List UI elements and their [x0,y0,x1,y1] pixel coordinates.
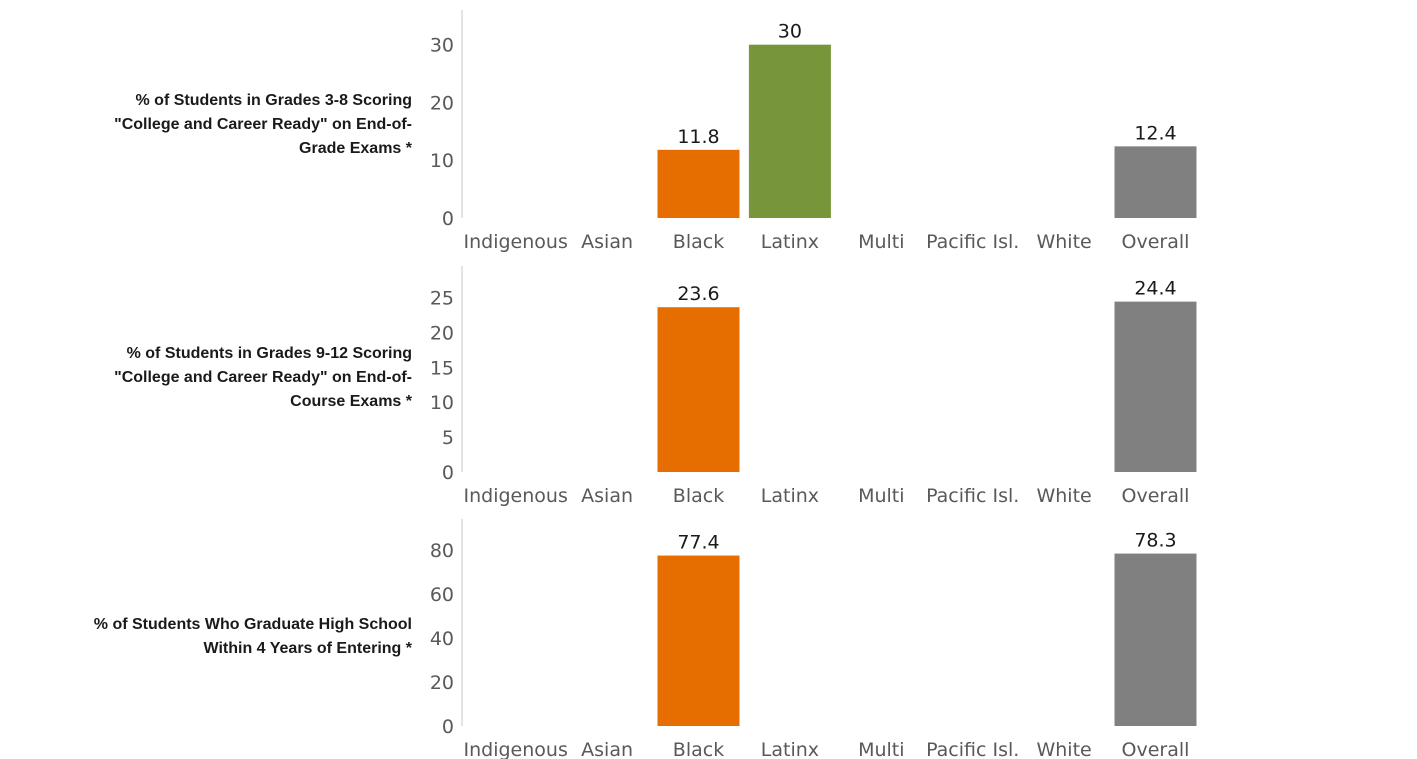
chart-panel-1: % of Students in Grades 3-8 Scoring "Col… [0,0,1417,256]
category-label: Pacific Isl. [926,231,1019,253]
category-label: Latinx [761,231,819,253]
chart-3-label: % of Students Who Graduate High School W… [93,616,412,657]
data-label: 11.8 [677,126,719,148]
category-label: Asian [581,231,633,253]
y-tick-label: 0 [442,716,454,738]
category-label: Indigenous [464,231,568,253]
category-label: Overall [1122,231,1190,253]
data-label: 78.3 [1134,530,1176,552]
chart-1: 0 10 20 30 Indigenous Asian 11.8 Black 30 Latinx M… [430,10,1197,253]
data-label: 23.6 [677,283,719,305]
y-tick-label: 0 [442,462,454,484]
data-label: 30 [778,21,802,43]
category-label: Latinx [761,485,819,507]
y-tick-label: 25 [430,287,454,309]
chart-panel-2: % of Students in Grades 9-12 Scoring "Co… [0,256,1417,512]
bar-black [657,149,740,218]
y-tick-label: 0 [442,208,454,230]
y-tick-label: 10 [430,150,454,172]
y-tick-label: 40 [430,628,454,650]
bar-black [657,555,740,726]
y-tick-label: 20 [430,672,454,694]
bar-black [657,307,740,472]
category-label: Multi [858,231,904,253]
y-tick-label: 20 [430,322,454,344]
chart-2-label: % of Students in Grades 9-12 Scoring "Co… [114,345,412,410]
category-label: Overall [1122,739,1190,759]
y-tick-label: 10 [430,392,454,414]
data-label: 12.4 [1134,122,1176,144]
category-label: Multi [858,485,904,507]
y-tick-label: 20 [430,92,454,114]
chart-1-label: % of Students in Grades 3-8 Scoring "Col… [114,92,412,157]
category-label: Asian [581,739,633,759]
data-label: 24.4 [1134,278,1176,300]
bar-latinx [748,44,831,218]
category-label: Black [673,231,724,253]
category-label: White [1036,485,1091,507]
data-label: 77.4 [677,532,719,554]
category-label: Multi [858,739,904,759]
bar-overall [1114,301,1197,472]
y-tick-label: 60 [430,584,454,606]
y-tick-label: 80 [430,540,454,562]
category-label: Indigenous [464,485,568,507]
category-label: Overall [1122,485,1190,507]
category-label: Pacific Isl. [926,739,1019,759]
y-tick-label: 30 [430,35,454,57]
bar-overall [1114,146,1197,218]
chart-2: 0 5 10 15 20 25 Indigenous Asian 23.6 Black Latinx… [430,266,1197,507]
category-label: White [1036,231,1091,253]
category-label: Pacific Isl. [926,485,1019,507]
category-label: Asian [581,485,633,507]
chart-panel-3: % of Students Who Graduate High School W… [0,512,1417,759]
bar-overall [1114,553,1197,726]
y-tick-label: 5 [442,427,454,449]
category-label: Black [673,739,724,759]
category-label: Black [673,485,724,507]
y-tick-label: 15 [430,357,454,379]
category-label: Indigenous [464,739,568,759]
category-label: Latinx [761,739,819,759]
chart-3: 0 20 40 60 80 Indigenous Asian 77.4 Black Latinx M… [430,519,1197,759]
category-label: White [1036,739,1091,759]
